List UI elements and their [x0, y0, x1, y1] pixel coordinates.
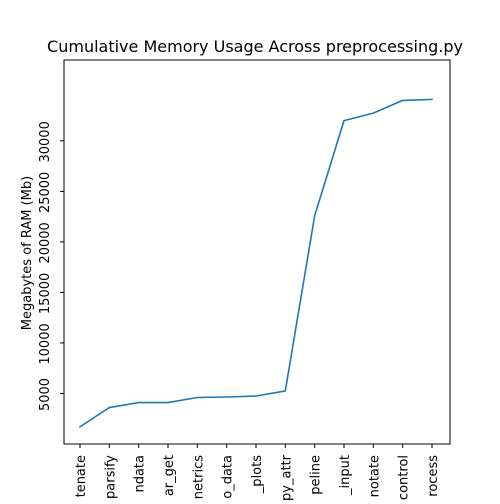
y-tick-label: 5000 — [38, 378, 53, 411]
y-tick-label: 10000 — [38, 323, 53, 364]
x-tick-label: _plots — [250, 455, 265, 494]
y-tick-label: 15000 — [38, 273, 53, 314]
x-tick-label: netrics — [191, 455, 206, 499]
y-tick-label: 30000 — [38, 121, 53, 162]
x-tick-label: parsify — [103, 455, 118, 499]
x-tick-label: py_attr — [279, 454, 294, 500]
x-tick-label: rocess — [426, 455, 441, 497]
x-tick-label: notate — [367, 455, 382, 497]
series-line — [80, 99, 432, 426]
x-tick-label: ndata — [133, 455, 148, 493]
series-layer — [80, 99, 432, 426]
y-axis-label: Megabytes of RAM (Mb) — [20, 176, 35, 330]
chart-title: Cumulative Memory Usage Across preproces… — [47, 37, 463, 56]
x-tick-label: tenate — [74, 455, 89, 497]
x-tick-label: ar_get — [162, 455, 177, 496]
y-tick-label: 20000 — [38, 222, 53, 263]
x-tick-label: control — [397, 455, 412, 500]
plot-frame — [64, 60, 450, 444]
y-tick-label: 25000 — [38, 172, 53, 213]
x-tick-label: peline — [309, 455, 324, 495]
x-tick-label: _input — [338, 455, 353, 496]
x-tick-label: o_data — [221, 455, 236, 499]
tick-layer: 5000 10000 15000 20000 25000 30000 tenate parsi… — [38, 121, 441, 500]
